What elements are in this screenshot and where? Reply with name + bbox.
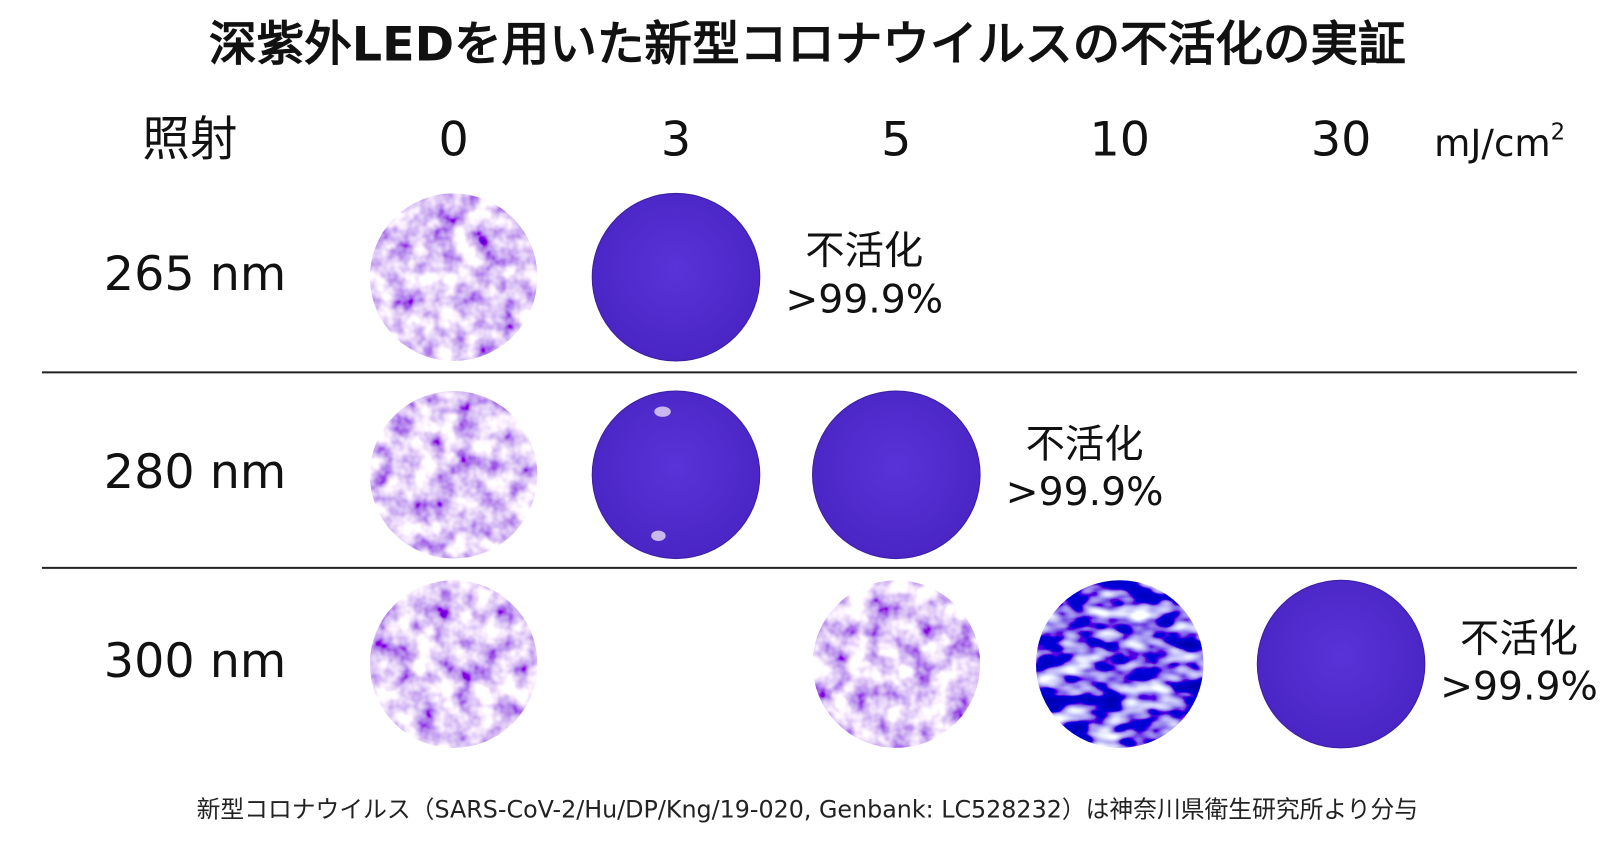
unit-base: mJ/cm [1434, 120, 1551, 164]
dose: 0 [438, 113, 468, 168]
plaque [651, 530, 666, 541]
plate [591, 390, 761, 560]
title: 深紫外LEDを用いた新型コロナウイルスの不活化の実証 [209, 18, 1406, 73]
dose: 3 [661, 113, 691, 168]
result-label: 不活化 [1460, 617, 1578, 662]
plaque [654, 406, 671, 417]
result-value: >99.9% [1006, 470, 1164, 515]
plate [369, 580, 538, 748]
footer-note: 新型コロナウイルス（SARS-CoV-2/Hu/DP/Kng/19-020, G… [197, 795, 1418, 823]
plate [1035, 580, 1204, 748]
row-label: 280 nm [104, 445, 286, 500]
plate [812, 390, 981, 560]
result-label: 不活化 [805, 229, 923, 274]
result-value: >99.9% [785, 278, 943, 323]
plate [1256, 579, 1426, 749]
dose: 30 [1311, 113, 1372, 168]
unit: mJ/cm2 [1434, 119, 1565, 164]
plate [591, 192, 761, 362]
row-label: 265 nm [104, 247, 286, 302]
row-label: 300 nm [104, 634, 286, 689]
plate [369, 193, 538, 361]
result-value: >99.9% [1440, 664, 1598, 709]
dose: 5 [881, 113, 911, 168]
row-header: 照射 [142, 113, 237, 168]
plate [812, 580, 981, 748]
result-label: 不活化 [1026, 422, 1144, 467]
unit-superscript: 2 [1551, 119, 1565, 145]
plate [369, 390, 538, 559]
dose: 10 [1089, 113, 1150, 168]
